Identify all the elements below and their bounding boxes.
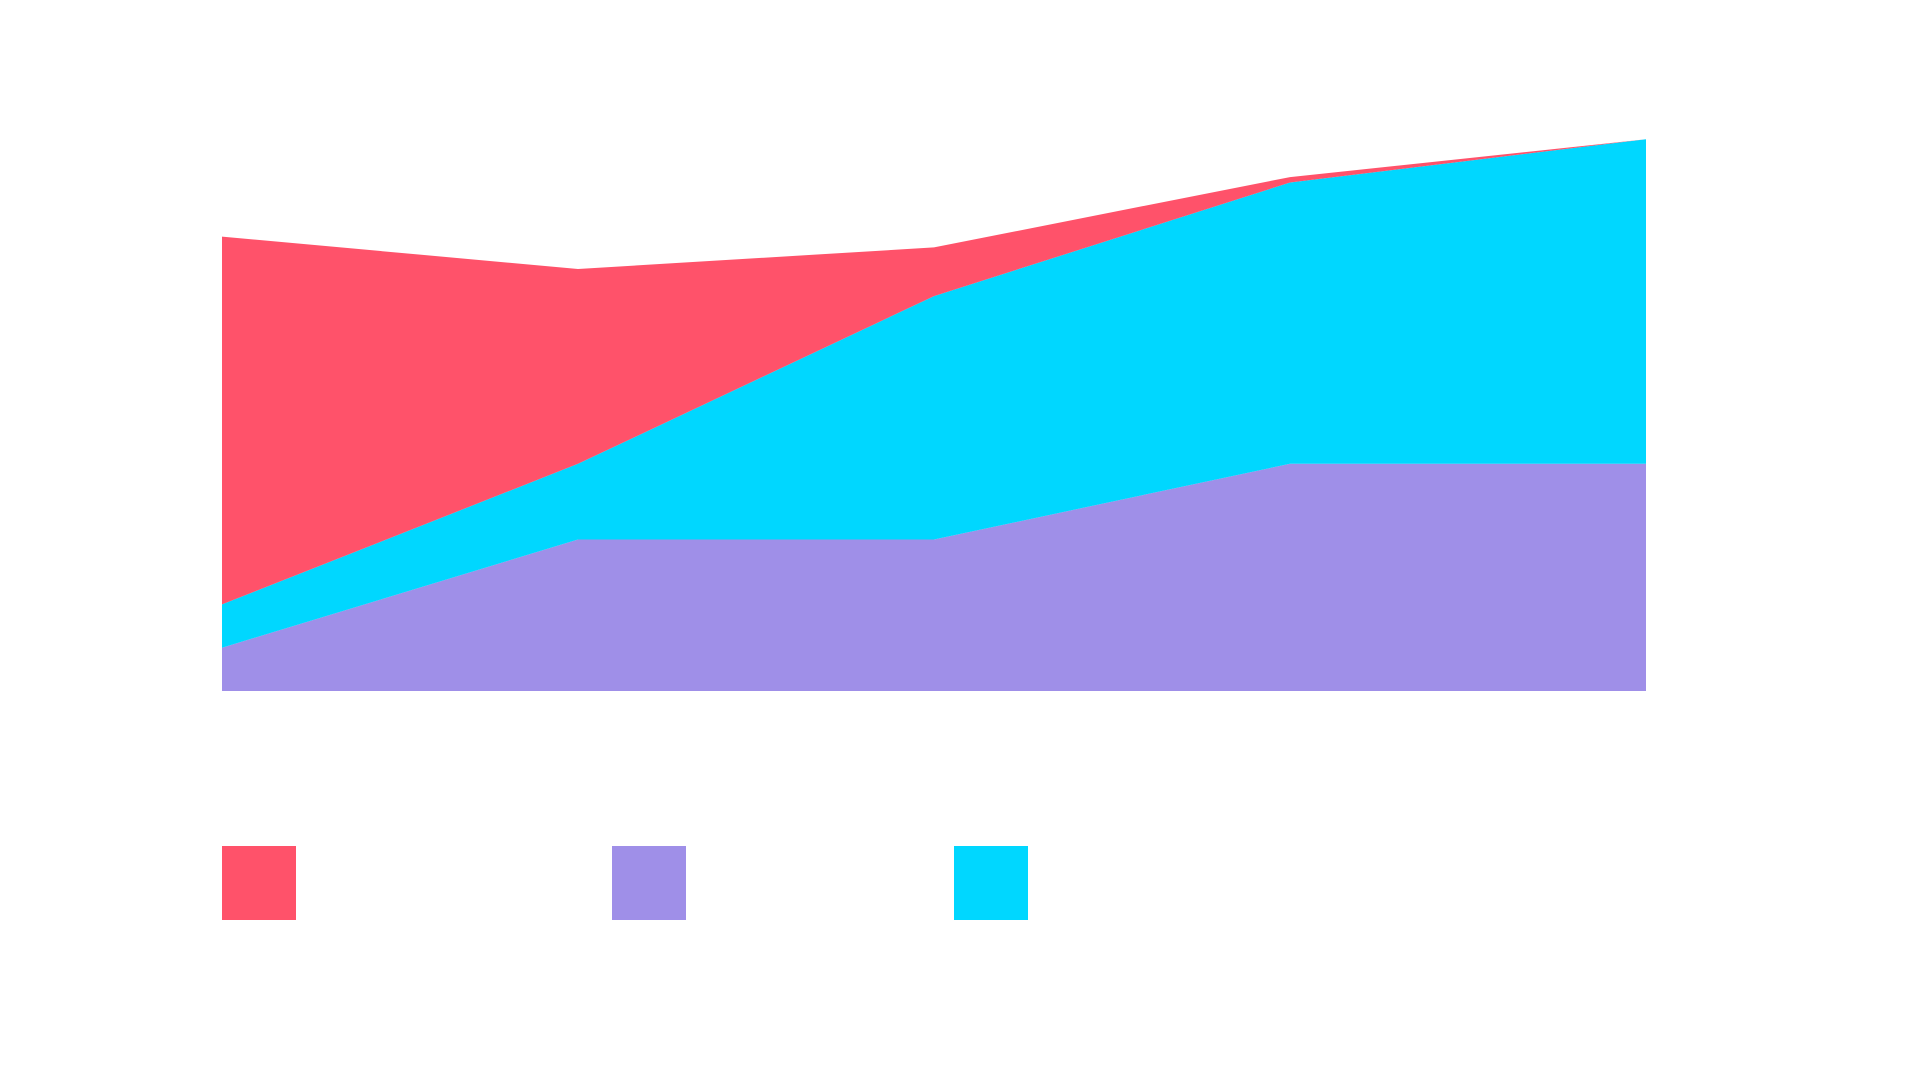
legend-swatch-series_a — [222, 846, 296, 920]
area-series_c — [222, 139, 1646, 648]
legend-swatch-series_b — [612, 846, 686, 920]
plot-area — [222, 139, 1646, 691]
area-series_b — [222, 463, 1646, 691]
area-series_a — [222, 139, 1646, 605]
legend — [222, 846, 1028, 920]
legend-swatch-series_c — [954, 846, 1028, 920]
